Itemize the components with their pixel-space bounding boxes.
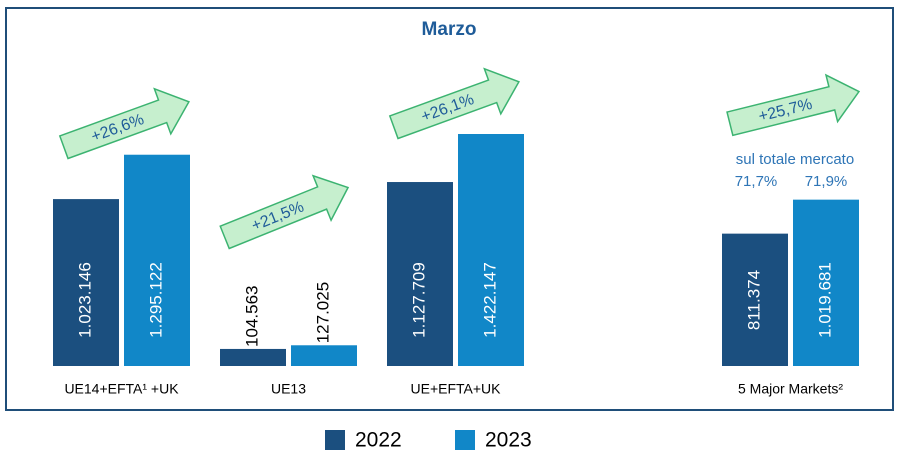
arrow-shape	[388, 67, 520, 140]
legend-label: 2022	[355, 429, 402, 452]
arrow-shape	[219, 174, 350, 250]
growth-arrow: +25,7%	[726, 73, 861, 137]
chart-title: Marzo	[422, 19, 477, 40]
legend-swatch	[325, 430, 345, 450]
x-tick-label: UE14+EFTA¹ +UK	[64, 381, 179, 397]
arrow-shape	[726, 73, 861, 137]
value-label: 127.025	[313, 282, 332, 343]
bar	[793, 199, 859, 366]
value-label: 1.127.709	[409, 262, 428, 338]
growth-arrow: +26,1%	[388, 67, 520, 140]
x-tick-label: UE13	[271, 381, 306, 397]
annotation-share: 71,7%	[735, 173, 778, 190]
value-label: 1.422.147	[480, 262, 499, 338]
bar	[291, 345, 357, 366]
bar	[53, 199, 119, 366]
value-label: 1.019.681	[815, 262, 834, 338]
value-label: 1.023.146	[75, 262, 94, 338]
growth-arrow: +21,5%	[219, 174, 350, 250]
legend-swatch	[455, 430, 475, 450]
bar	[124, 154, 190, 366]
x-tick-label: 5 Major Markets²	[738, 381, 843, 397]
bar	[722, 233, 788, 366]
arrow-shape	[58, 87, 190, 160]
value-label: 1.295.122	[146, 262, 165, 338]
bar	[220, 348, 286, 366]
bar	[387, 182, 453, 366]
legend-label: 2023	[485, 429, 532, 452]
value-label: 811.374	[744, 270, 763, 330]
bar	[458, 134, 524, 366]
frame	[5, 7, 894, 411]
annotation: sul totale mercato	[736, 151, 854, 168]
x-tick-label: UE+EFTA+UK	[411, 381, 502, 397]
value-label: 104.563	[242, 285, 261, 346]
annotation-share: 71,9%	[805, 173, 848, 190]
